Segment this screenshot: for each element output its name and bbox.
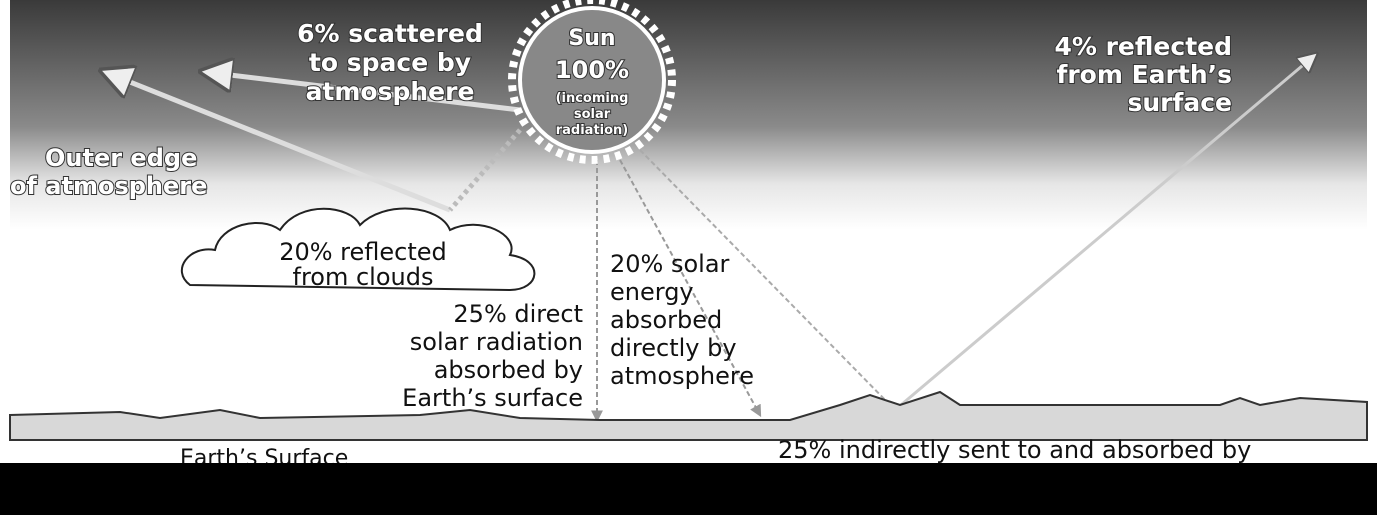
- ground: [10, 392, 1367, 440]
- label-line: to space by: [309, 48, 471, 77]
- label-line: Sun: [568, 26, 615, 51]
- label-line: 20% reflected: [279, 238, 447, 266]
- label-line: Earth’s surface: [402, 384, 583, 412]
- label-line: 4% reflected: [1054, 32, 1232, 61]
- diagram: 6% scatteredto space byatmosphereSun100%…: [0, 0, 1377, 515]
- label-line: 6% scattered: [297, 19, 483, 48]
- label-line: 20% solar: [610, 250, 730, 278]
- black-bar: [0, 463, 1377, 515]
- label-line: from clouds: [293, 263, 434, 291]
- label-line: absorbed by: [434, 356, 583, 384]
- label-line: 25% indirectly sent to and absorbed by: [778, 436, 1251, 464]
- label-line: solar radiation: [410, 328, 583, 356]
- label-line: radiation): [556, 123, 629, 138]
- label-line: energy: [610, 278, 694, 306]
- label-line: directly by: [610, 334, 737, 362]
- label-line: from Earth’s: [1056, 60, 1232, 89]
- label-line: solar: [574, 107, 611, 122]
- label-line: surface: [1127, 88, 1232, 117]
- label-line: absorbed: [610, 306, 722, 334]
- label-line: Outer edge: [45, 144, 197, 172]
- label-line: 100%: [555, 56, 629, 84]
- label-line: of atmosphere: [10, 172, 207, 200]
- label-line: (incoming: [556, 91, 629, 106]
- label-line: atmosphere: [610, 362, 754, 390]
- label-line: atmosphere: [306, 77, 475, 106]
- label-line: 25% direct: [453, 300, 583, 328]
